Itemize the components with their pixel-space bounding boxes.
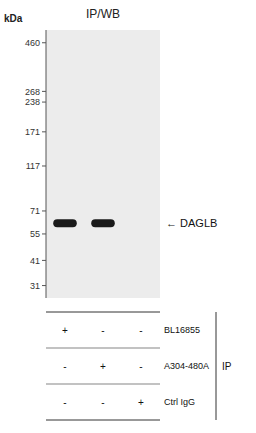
table-rule <box>46 348 160 349</box>
annotation: ← DAGLB <box>166 217 217 229</box>
tick-label: 31 <box>30 281 40 291</box>
tick <box>42 285 46 286</box>
tick-label: 171 <box>25 127 40 137</box>
tick-label: 71 <box>30 206 40 216</box>
tick <box>42 131 46 132</box>
y-axis-line <box>46 30 47 298</box>
row-label: A304-480A <box>164 361 209 371</box>
tick-label: 268 <box>25 87 40 97</box>
table-cell: - <box>63 397 66 408</box>
plot-background <box>46 30 160 298</box>
table-rule <box>46 312 160 313</box>
table-cell: + <box>62 325 68 336</box>
table-rule <box>46 384 160 385</box>
table-cell: - <box>101 325 104 336</box>
bracket <box>216 312 217 420</box>
band <box>53 219 77 227</box>
row-label: Ctrl IgG <box>164 397 195 407</box>
tick <box>42 102 46 103</box>
tick-label: 460 <box>25 38 40 48</box>
tick <box>42 165 46 166</box>
group-label: IP <box>222 361 232 372</box>
tick-label: 238 <box>25 97 40 107</box>
axis-label: kDa <box>4 13 23 24</box>
table-cell: - <box>139 361 142 372</box>
table-rule <box>46 420 160 421</box>
bands <box>53 219 115 227</box>
tick-label: 41 <box>30 256 40 266</box>
tick <box>42 260 46 261</box>
tick <box>42 42 46 43</box>
table-cell: + <box>100 361 106 372</box>
tick <box>42 233 46 234</box>
tick-label: 55 <box>30 229 40 239</box>
table-cell: - <box>101 397 104 408</box>
band <box>91 219 115 227</box>
tick <box>42 210 46 211</box>
row-label: BL16855 <box>164 325 200 335</box>
tick-label: 117 <box>26 161 40 171</box>
table-cell: - <box>139 325 142 336</box>
table-cell: - <box>63 361 66 372</box>
tick <box>42 91 46 92</box>
chart: IP/WB kDa 460 268238 171 117 71 55 41 31 ← DAGLB + -… <box>0 0 256 433</box>
title: IP/WB <box>86 7 120 21</box>
table-cell: + <box>138 397 144 408</box>
